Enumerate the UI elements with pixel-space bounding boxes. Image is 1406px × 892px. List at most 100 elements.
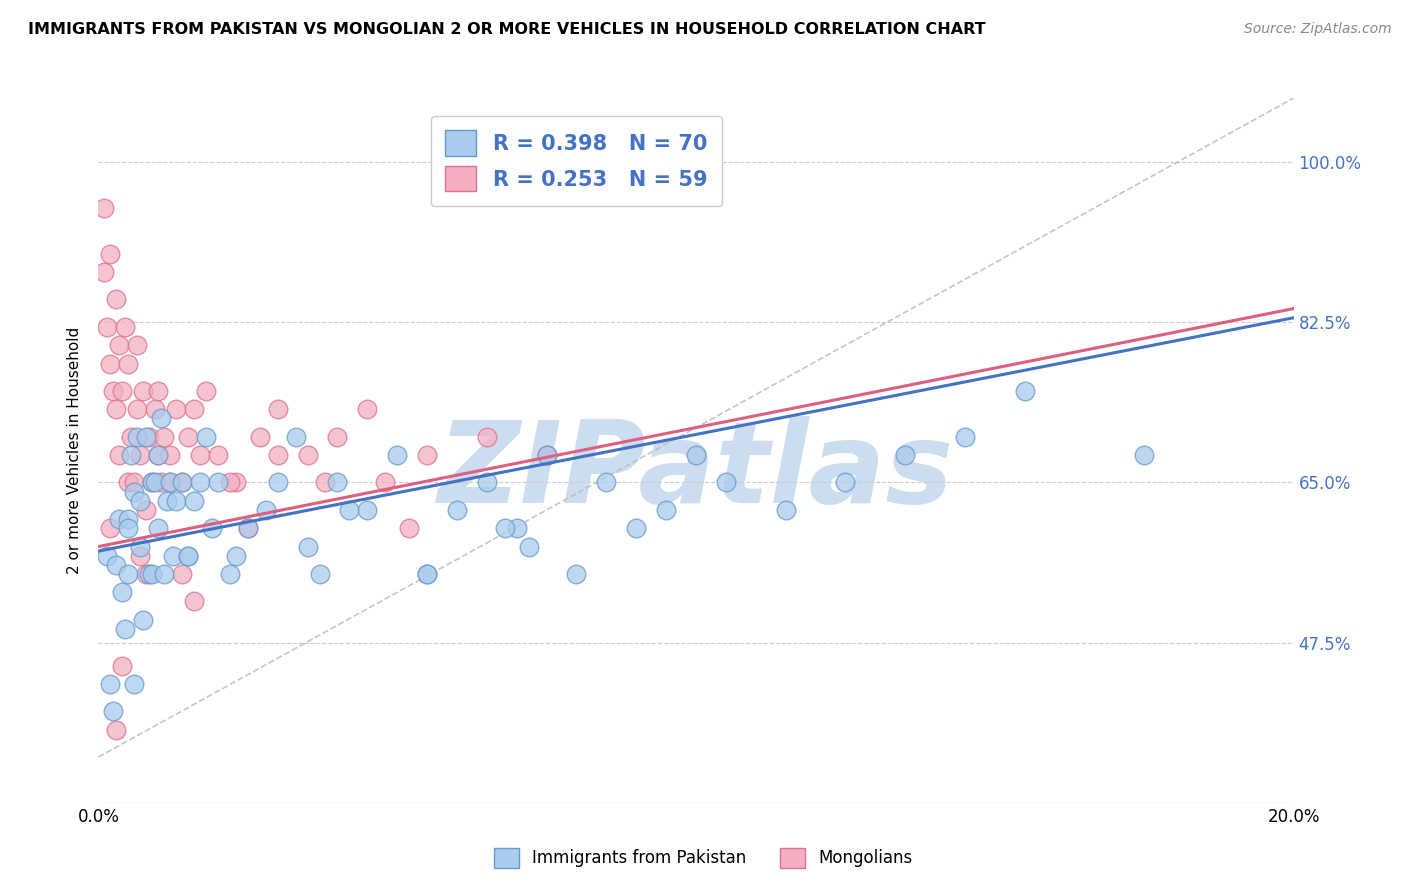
- Point: [195, 430, 218, 444]
- Point: [153, 567, 176, 582]
- Point: [114, 622, 136, 636]
- Point: [172, 475, 194, 490]
- Point: [105, 723, 128, 737]
- Point: [127, 402, 149, 417]
- Point: [475, 430, 498, 444]
- Point: [98, 246, 122, 260]
- Point: [117, 357, 139, 371]
- Point: [105, 558, 128, 572]
- Point: [475, 475, 498, 490]
- Point: [308, 567, 330, 582]
- Point: [536, 448, 558, 462]
- Point: [93, 265, 115, 279]
- Point: [120, 448, 142, 462]
- Point: [225, 549, 247, 563]
- Point: [150, 411, 173, 425]
- Point: [254, 503, 277, 517]
- Point: [148, 384, 170, 398]
- Legend: Immigrants from Pakistan, Mongolians: Immigrants from Pakistan, Mongolians: [486, 841, 920, 875]
- Point: [108, 448, 131, 462]
- Point: [159, 475, 181, 490]
- Point: [159, 475, 181, 490]
- Point: [98, 357, 122, 371]
- Point: [162, 549, 184, 563]
- Text: ZIPatlas: ZIPatlas: [437, 416, 955, 527]
- Point: [326, 475, 349, 490]
- Point: [398, 521, 420, 535]
- Point: [177, 549, 200, 563]
- Point: [284, 430, 307, 444]
- Point: [93, 201, 115, 215]
- Point: [385, 448, 409, 462]
- Point: [141, 475, 163, 490]
- Point: [267, 402, 290, 417]
- Point: [219, 567, 242, 582]
- Point: [172, 475, 194, 490]
- Point: [326, 430, 349, 444]
- Point: [183, 402, 205, 417]
- Point: [207, 475, 229, 490]
- Point: [117, 521, 139, 535]
- Point: [494, 521, 516, 535]
- Point: [236, 521, 259, 535]
- Point: [165, 493, 187, 508]
- Point: [103, 384, 125, 398]
- Point: [111, 384, 134, 398]
- Point: [159, 448, 181, 462]
- Point: [536, 448, 558, 462]
- Point: [120, 430, 142, 444]
- Point: [374, 475, 396, 490]
- Point: [626, 521, 648, 535]
- Point: [129, 540, 152, 554]
- Point: [225, 475, 247, 490]
- Point: [195, 384, 218, 398]
- Point: [148, 448, 170, 462]
- Point: [150, 475, 173, 490]
- Point: [138, 430, 160, 444]
- Point: [236, 521, 259, 535]
- Point: [506, 521, 529, 535]
- Point: [117, 567, 139, 582]
- Point: [416, 567, 439, 582]
- Point: [595, 475, 617, 490]
- Point: [108, 512, 131, 526]
- Point: [249, 430, 271, 444]
- Point: [1014, 384, 1036, 398]
- Point: [834, 475, 856, 490]
- Point: [127, 430, 149, 444]
- Point: [339, 503, 361, 517]
- Point: [98, 677, 122, 691]
- Point: [315, 475, 337, 490]
- Point: [183, 594, 205, 608]
- Point: [207, 448, 229, 462]
- Point: [135, 430, 157, 444]
- Point: [105, 293, 128, 307]
- Point: [141, 475, 163, 490]
- Point: [127, 338, 149, 352]
- Point: [141, 567, 163, 582]
- Point: [132, 613, 155, 627]
- Point: [297, 540, 319, 554]
- Point: [103, 704, 125, 718]
- Point: [111, 585, 134, 599]
- Point: [416, 567, 439, 582]
- Point: [775, 503, 797, 517]
- Point: [148, 521, 170, 535]
- Point: [894, 448, 917, 462]
- Point: [96, 549, 118, 563]
- Point: [132, 384, 155, 398]
- Point: [297, 448, 319, 462]
- Point: [655, 503, 678, 517]
- Point: [148, 448, 170, 462]
- Legend: R = 0.398   N = 70, R = 0.253   N = 59: R = 0.398 N = 70, R = 0.253 N = 59: [430, 116, 723, 206]
- Point: [267, 448, 290, 462]
- Point: [219, 475, 242, 490]
- Point: [135, 567, 157, 582]
- Point: [183, 493, 205, 508]
- Point: [124, 484, 146, 499]
- Point: [111, 658, 134, 673]
- Point: [96, 319, 118, 334]
- Point: [188, 475, 211, 490]
- Point: [143, 402, 166, 417]
- Point: [124, 475, 146, 490]
